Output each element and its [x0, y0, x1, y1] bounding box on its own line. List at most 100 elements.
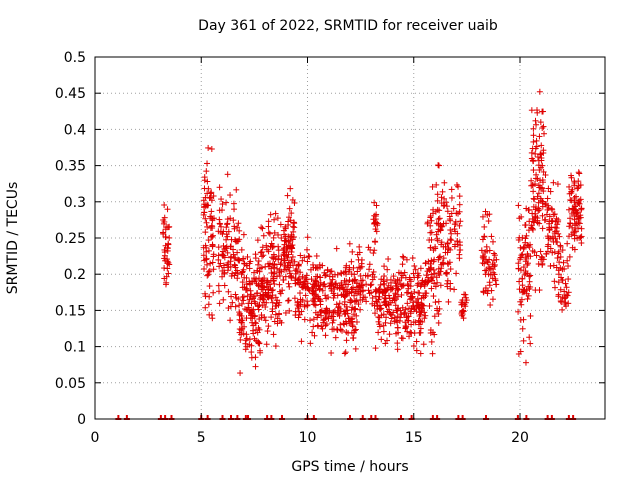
- data-point: [229, 270, 236, 277]
- data-point: [343, 303, 350, 310]
- data-point: [562, 280, 569, 287]
- data-point: [259, 225, 266, 232]
- x-tick-label: 10: [299, 430, 317, 446]
- data-point: [490, 238, 497, 245]
- data-point: [221, 282, 228, 289]
- x-tick-label: 5: [197, 430, 206, 446]
- data-point: [259, 244, 266, 251]
- data-point: [284, 254, 291, 261]
- data-point: [441, 179, 448, 186]
- data-point: [215, 244, 222, 251]
- data-point: [428, 217, 435, 224]
- data-point: [448, 194, 455, 201]
- data-point: [337, 321, 344, 328]
- data-point: [287, 237, 294, 244]
- data-point: [315, 311, 322, 318]
- data-point: [348, 329, 355, 336]
- data-point: [519, 325, 526, 332]
- data-point: [346, 264, 353, 271]
- data-point: [345, 281, 352, 288]
- data-point: [315, 295, 322, 302]
- data-point: [241, 260, 248, 267]
- data-point: [328, 287, 335, 294]
- data-point: [215, 252, 222, 259]
- data-point: [316, 261, 323, 268]
- data-point: [223, 224, 230, 231]
- data-point: [333, 301, 340, 308]
- data-point: [230, 217, 237, 224]
- data-point: [275, 231, 282, 238]
- data-point: [267, 243, 274, 250]
- data-point: [366, 266, 373, 273]
- data-point: [304, 301, 311, 308]
- data-point: [363, 281, 370, 288]
- data-point: [244, 253, 251, 260]
- data-point: [346, 277, 353, 284]
- data-point: [259, 295, 266, 302]
- x-tick-label: 0: [91, 430, 100, 446]
- data-point: [371, 247, 378, 254]
- data-point: [208, 146, 215, 153]
- data-point: [227, 243, 234, 250]
- data-point: [259, 253, 266, 260]
- data-point: [242, 337, 249, 344]
- data-point: [335, 309, 342, 316]
- data-point: [548, 205, 555, 212]
- data-point: [411, 263, 418, 270]
- data-point: [267, 285, 274, 292]
- data-point: [317, 274, 324, 281]
- data-point: [323, 321, 330, 328]
- data-point: [272, 303, 279, 310]
- data-point: [445, 298, 452, 305]
- data-point: [242, 346, 249, 353]
- data-point: [352, 345, 359, 352]
- data-point: [203, 219, 210, 226]
- data-point: [165, 259, 172, 266]
- data-point: [544, 195, 551, 202]
- data-point: [235, 295, 242, 302]
- data-point: [201, 203, 208, 210]
- data-point: [375, 329, 382, 336]
- data-point: [209, 232, 216, 239]
- data-point: [291, 199, 298, 206]
- data-point: [485, 218, 492, 225]
- data-point: [372, 293, 379, 300]
- data-point: [430, 293, 437, 300]
- data-point: [280, 246, 287, 253]
- data-point: [322, 332, 329, 339]
- data-point: [202, 304, 209, 311]
- data-point: [266, 230, 273, 237]
- data-point: [202, 194, 209, 201]
- data-point: [329, 273, 336, 280]
- data-point: [208, 208, 215, 215]
- data-point: [306, 253, 313, 260]
- data-point: [533, 121, 540, 128]
- data-point: [220, 228, 227, 235]
- data-point: [322, 272, 329, 279]
- data-point: [246, 309, 253, 316]
- data-point: [231, 225, 238, 232]
- data-point: [202, 215, 209, 222]
- data-point: [164, 206, 171, 213]
- data-point: [201, 257, 208, 264]
- data-point: [343, 337, 350, 344]
- data-point: [282, 273, 289, 280]
- data-point: [234, 249, 241, 256]
- data-point: [204, 178, 211, 185]
- data-point: [238, 312, 245, 319]
- data-point: [426, 303, 433, 310]
- data-point: [291, 233, 298, 240]
- data-point: [257, 347, 264, 354]
- data-point: [565, 276, 572, 283]
- data-point: [442, 270, 449, 277]
- data-point: [427, 229, 434, 236]
- data-point: [244, 293, 251, 300]
- data-point: [286, 307, 293, 314]
- data-point: [403, 289, 410, 296]
- data-point: [536, 88, 543, 95]
- data-point: [432, 299, 439, 306]
- data-point: [224, 221, 231, 228]
- data-point: [239, 268, 246, 275]
- data-point: [541, 130, 548, 137]
